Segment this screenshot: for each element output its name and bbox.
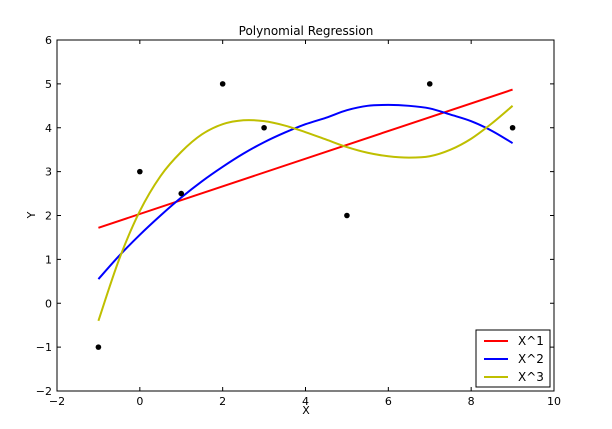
series-line-2 — [97, 103, 514, 280]
y-tick-label: 0 — [45, 297, 52, 310]
x-tick-label: 6 — [385, 395, 392, 408]
x-tick-label: 4 — [302, 395, 309, 408]
data-point — [178, 190, 185, 197]
legend-label-1: X^1 — [518, 334, 544, 348]
x-axis-ticks: −2 0 2 4 6 8 10 — [49, 40, 561, 408]
x-axis-label: X — [302, 404, 310, 417]
y-tick-label: −2 — [36, 385, 52, 398]
chart-title: Polynomial Regression — [239, 24, 374, 38]
data-point — [261, 124, 267, 131]
data-point — [344, 212, 350, 219]
y-tick-label: 1 — [45, 253, 52, 266]
series-line-3 — [97, 105, 514, 322]
y-tick-label: −1 — [36, 341, 52, 354]
data-point — [509, 124, 516, 131]
data-point — [426, 81, 433, 87]
x-tick-label: 10 — [547, 395, 561, 408]
y-axis-ticks: −2 −1 0 1 2 3 4 5 6 — [36, 34, 554, 398]
regression-lines — [97, 88, 514, 322]
x-tick-label: 0 — [136, 395, 143, 408]
y-tick-label: 2 — [45, 210, 52, 223]
y-tick-label: 5 — [45, 78, 52, 91]
data-point — [219, 81, 226, 87]
plot-area — [56, 39, 555, 392]
data-point — [95, 344, 102, 350]
x-tick-label: 2 — [219, 395, 226, 408]
x-tick-label: 8 — [468, 395, 475, 408]
x-tick-label: −2 — [49, 395, 65, 408]
y-tick-label: 6 — [45, 34, 52, 47]
legend-label-2: X^2 — [518, 352, 544, 366]
y-axis-label: Y — [25, 211, 38, 219]
legend-label-3: X^3 — [518, 370, 544, 384]
data-point — [137, 168, 143, 175]
data-points — [95, 81, 516, 350]
y-tick-label: 3 — [45, 166, 52, 179]
legend: X^1 X^2 X^3 — [475, 329, 551, 388]
y-tick-label: 4 — [45, 122, 52, 135]
